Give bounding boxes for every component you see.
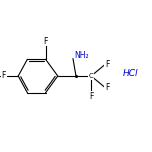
Text: F: F — [89, 92, 93, 101]
Text: NH₂: NH₂ — [74, 51, 89, 60]
Text: F: F — [105, 83, 109, 92]
Text: F: F — [43, 36, 48, 46]
Text: F: F — [105, 60, 109, 69]
Text: C: C — [89, 73, 94, 79]
Text: F: F — [2, 71, 6, 81]
Text: HCl: HCl — [123, 69, 138, 78]
